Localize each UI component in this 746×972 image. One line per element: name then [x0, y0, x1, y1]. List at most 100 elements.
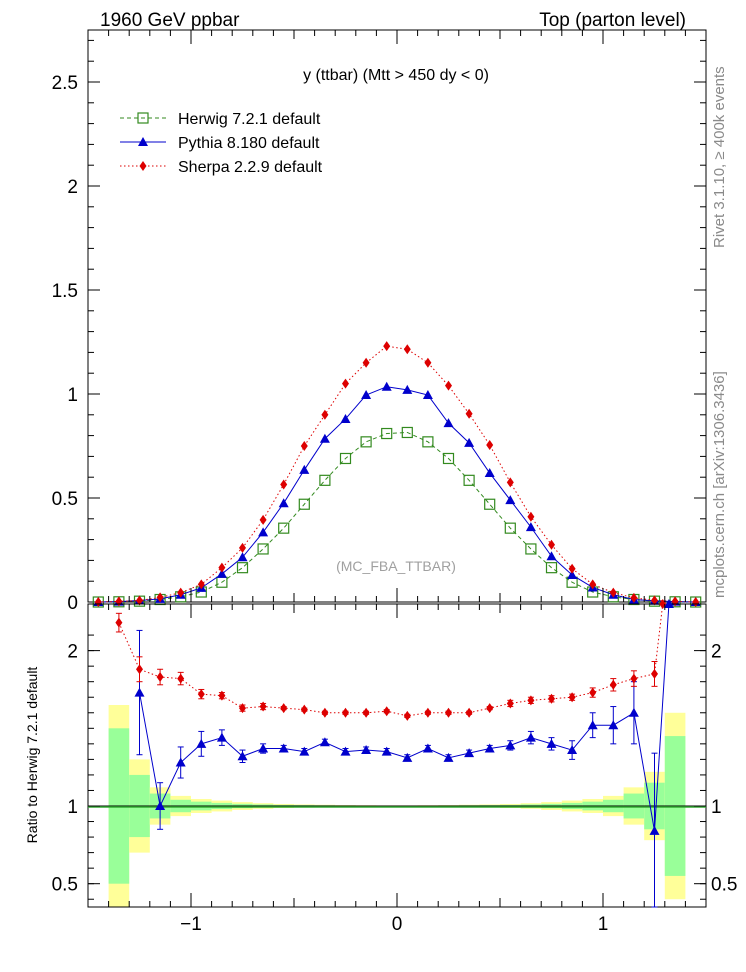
main-data-point	[403, 344, 411, 355]
ratio-data-point	[177, 673, 185, 684]
main-data-point	[280, 479, 288, 490]
main-y-tick-label: 0	[67, 593, 78, 614]
ratio-data-point	[608, 720, 619, 730]
legend-label: Pythia 8.180 default	[178, 135, 320, 152]
main-data-point	[339, 452, 352, 465]
main-data-point	[463, 474, 475, 486]
ratio-data-point	[464, 748, 475, 758]
ratio-data-point	[609, 679, 617, 690]
ratio-y-tick-label-left: 0.5	[52, 875, 78, 896]
main-data-point	[177, 587, 185, 598]
rivet-side-text: Rivet 3.1.10, ≥ 400k events	[711, 66, 728, 248]
ratio-data-point	[649, 825, 660, 835]
ratio-data-point	[403, 710, 411, 721]
x-axis: −1 0 1	[87, 30, 707, 935]
main-data-point	[422, 390, 433, 400]
main-data-point	[298, 498, 310, 510]
main-data-point	[381, 381, 392, 391]
ratio-data-point	[589, 687, 597, 698]
header-left-title: 1960 GeV ppbar	[100, 10, 240, 31]
main-data-point	[383, 341, 391, 352]
ratio-data-point	[568, 692, 576, 703]
ratio-y-axis: 0.5 0.5 1 1 2 2	[52, 634, 737, 900]
ratio-series-layer	[115, 599, 674, 908]
main-data-point	[278, 498, 289, 508]
main-y-tick-label: 1	[67, 385, 78, 406]
ratio-data-point	[587, 720, 598, 730]
main-data-point	[484, 468, 495, 478]
main-data-point	[300, 441, 308, 451]
main-y-tick-label: 2	[67, 177, 78, 198]
ratio-data-point	[300, 704, 308, 715]
main-data-point	[197, 579, 205, 590]
ratio-data-point	[484, 743, 495, 753]
ratio-y-tick-label-left: 2	[67, 642, 78, 663]
ratio-data-point	[443, 752, 454, 762]
ratio-data-point	[218, 690, 226, 701]
main-data-point	[548, 539, 555, 550]
main-data-point	[504, 522, 516, 534]
main-data-point	[506, 477, 514, 488]
ratio-data-point	[402, 752, 413, 762]
ratio-y-tick-label-right: 2	[711, 642, 722, 663]
legend-marker	[139, 161, 147, 171]
ratio-y-tick-label-right: 1	[711, 797, 722, 818]
ratio-data-point	[258, 743, 269, 753]
main-data-point	[319, 474, 331, 486]
ratio-data-point	[342, 707, 349, 718]
main-data-point	[299, 464, 310, 474]
ratio-data-point	[237, 751, 248, 761]
main-data-point	[401, 426, 413, 439]
ratio-data-point	[216, 732, 227, 742]
ratio-data-point	[630, 673, 638, 684]
main-data-point	[321, 409, 329, 420]
ratio-data-point	[278, 743, 289, 753]
ratio-data-point	[505, 740, 516, 750]
main-data-point	[546, 551, 557, 561]
main-data-point	[237, 552, 248, 562]
main-plot-title: y (ttbar) (Mtt > 450 dy < 0)	[303, 67, 489, 84]
ratio-y-tick-label-right: 0.5	[711, 875, 737, 896]
main-data-point	[609, 587, 617, 598]
ratio-data-point	[651, 668, 658, 679]
main-data-point	[484, 498, 496, 510]
ratio-data-point	[239, 703, 246, 714]
main-data-point	[422, 436, 434, 448]
ratio-data-point	[548, 693, 555, 704]
ratio-data-point	[134, 687, 145, 697]
main-data-point	[259, 514, 267, 525]
main-data-point	[443, 418, 454, 428]
ratio-data-point	[319, 737, 330, 747]
main-data-point	[278, 522, 290, 534]
ratio-data-point	[136, 664, 143, 675]
legend: Herwig 7.2.1 default Pythia 8.180 default…	[120, 111, 323, 176]
main-data-point	[651, 595, 658, 606]
main-data-point	[567, 569, 578, 579]
ratio-data-point	[197, 689, 205, 700]
main-series-line-0	[98, 431, 696, 603]
main-data-point	[545, 562, 558, 574]
ratio-y-tick-label-left: 1	[67, 797, 78, 818]
ratio-data-point	[299, 746, 310, 756]
main-y-tick-label: 0.5	[52, 489, 78, 510]
ratio-data-point	[424, 707, 432, 718]
main-data-point	[525, 543, 537, 555]
ratio-data-point	[115, 617, 123, 628]
main-data-point	[360, 436, 372, 448]
main-data-point	[156, 592, 164, 603]
main-series-layer	[92, 341, 702, 608]
mcplots-side-text: mcplots.cern.ch [arXiv:1306.3436]	[711, 371, 728, 598]
legend-marker	[138, 137, 148, 146]
main-data-point	[340, 413, 351, 423]
analysis-watermark: (MC_FBA_TTBAR)	[336, 558, 456, 574]
x-tick-label: −1	[180, 914, 202, 935]
main-y-tick-label: 2.5	[52, 73, 78, 94]
ratio-data-point	[156, 672, 164, 683]
main-y-axis: 0 0.5 1 1.5 2 2.5	[52, 39, 706, 614]
main-data-point	[342, 378, 349, 389]
main-data-point	[239, 542, 246, 553]
main-y-tick-label: 1.5	[52, 281, 78, 302]
ratio-y-axis-label: Ratio to Herwig 7.2.1 default	[24, 667, 40, 844]
ratio-data-point	[422, 743, 433, 753]
